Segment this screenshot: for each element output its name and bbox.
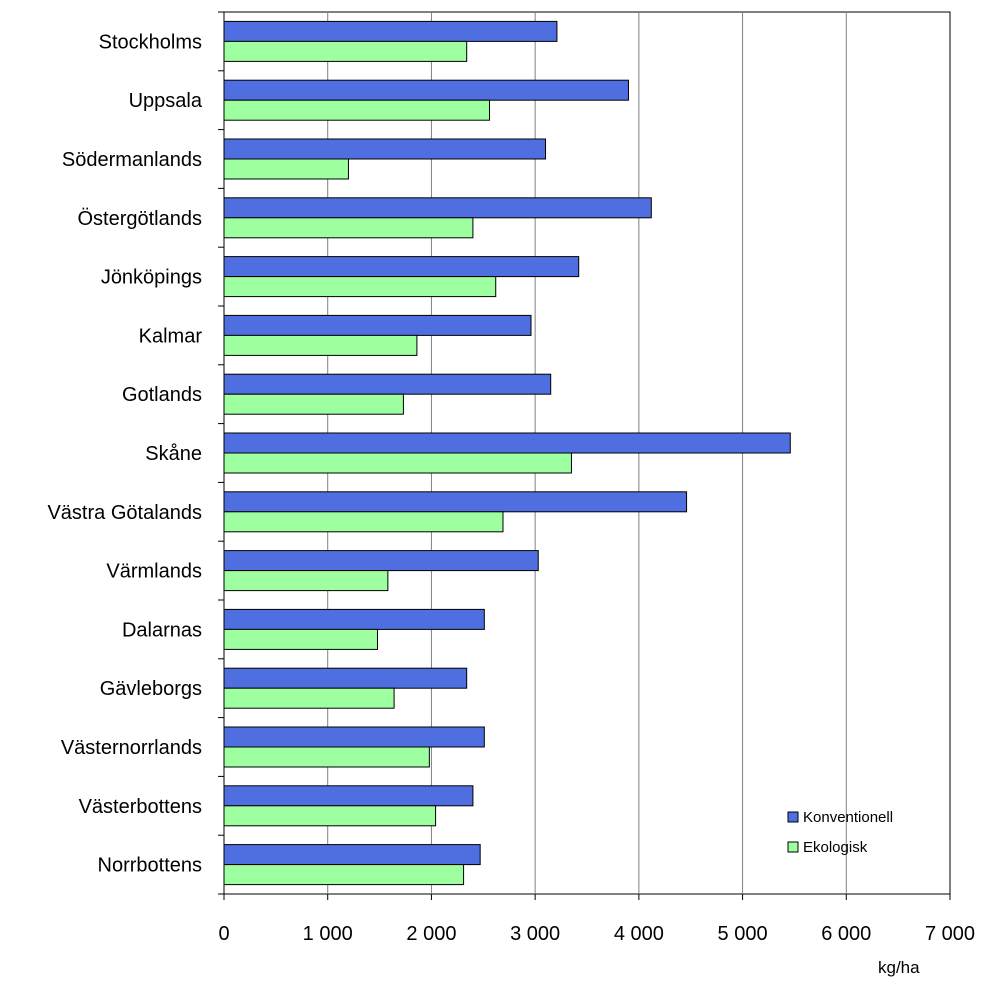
category-label: Västerbottens [79, 796, 202, 818]
x-tick-label: 7 000 [925, 923, 975, 945]
category-label: Västernorrlands [61, 737, 202, 759]
bar-konventionell [223, 256, 580, 278]
category-label: Södermanlands [62, 149, 202, 171]
legend-label-ekologisk: Ekologisk [803, 839, 868, 856]
category-label: Jönköpings [101, 267, 202, 289]
bar-konventionell [223, 314, 532, 336]
category-label: Värmlands [106, 561, 202, 583]
x-tick-label: 0 [218, 923, 229, 945]
x-tick-label: 6 000 [821, 923, 871, 945]
bar-ekologisk [223, 276, 497, 298]
x-tick-label: 4 000 [614, 923, 664, 945]
bar-konventionell [223, 667, 468, 689]
bar-ekologisk [223, 805, 437, 827]
bar-konventionell [223, 138, 547, 160]
bar-ekologisk [223, 217, 474, 239]
bar-konventionell [223, 79, 629, 101]
legend-swatch-ekologisk [787, 841, 799, 853]
bar-konventionell [223, 608, 485, 630]
category-label: Norrbottens [98, 855, 203, 877]
x-tick-label: 5 000 [718, 923, 768, 945]
bar-ekologisk [223, 628, 378, 650]
bar-konventionell [223, 491, 688, 513]
bar-ekologisk [223, 687, 395, 709]
category-label: Dalarnas [122, 619, 202, 641]
x-axis-unit-label: kg/ha [878, 958, 920, 977]
x-tick-label: 2 000 [406, 923, 456, 945]
bar-konventionell [223, 785, 474, 807]
bar-ekologisk [223, 99, 491, 121]
category-label: Gotlands [122, 384, 202, 406]
bar-ekologisk [223, 746, 430, 768]
legend-swatch-konventionell [787, 811, 799, 823]
legend-label-konventionell: Konventionell [803, 809, 893, 826]
bar-ekologisk [223, 570, 389, 592]
category-label: Kalmar [139, 325, 203, 347]
bar-ekologisk [223, 158, 349, 180]
bar-ekologisk [223, 40, 468, 62]
bar-konventionell [223, 432, 791, 454]
bar-konventionell [223, 373, 552, 395]
bar-ekologisk [223, 334, 418, 356]
bar-konventionell [223, 197, 652, 219]
bar-konventionell [223, 20, 558, 42]
x-tick-label: 3 000 [510, 923, 560, 945]
bar-konventionell [223, 726, 485, 748]
bar-ekologisk [223, 864, 465, 886]
bar-konventionell [223, 844, 481, 866]
category-label: Uppsala [129, 90, 203, 112]
category-label: Skåne [145, 443, 202, 465]
category-label: Gävleborgs [100, 678, 202, 700]
bar-ekologisk [223, 393, 404, 415]
x-tick-label: 1 000 [303, 923, 353, 945]
bar-ekologisk [223, 452, 572, 474]
bar-konventionell [223, 550, 539, 572]
bar-ekologisk [223, 511, 504, 533]
category-label: Västra Götalands [47, 502, 202, 524]
category-label: Östergötlands [77, 208, 202, 230]
category-label: Stockholms [99, 31, 202, 53]
